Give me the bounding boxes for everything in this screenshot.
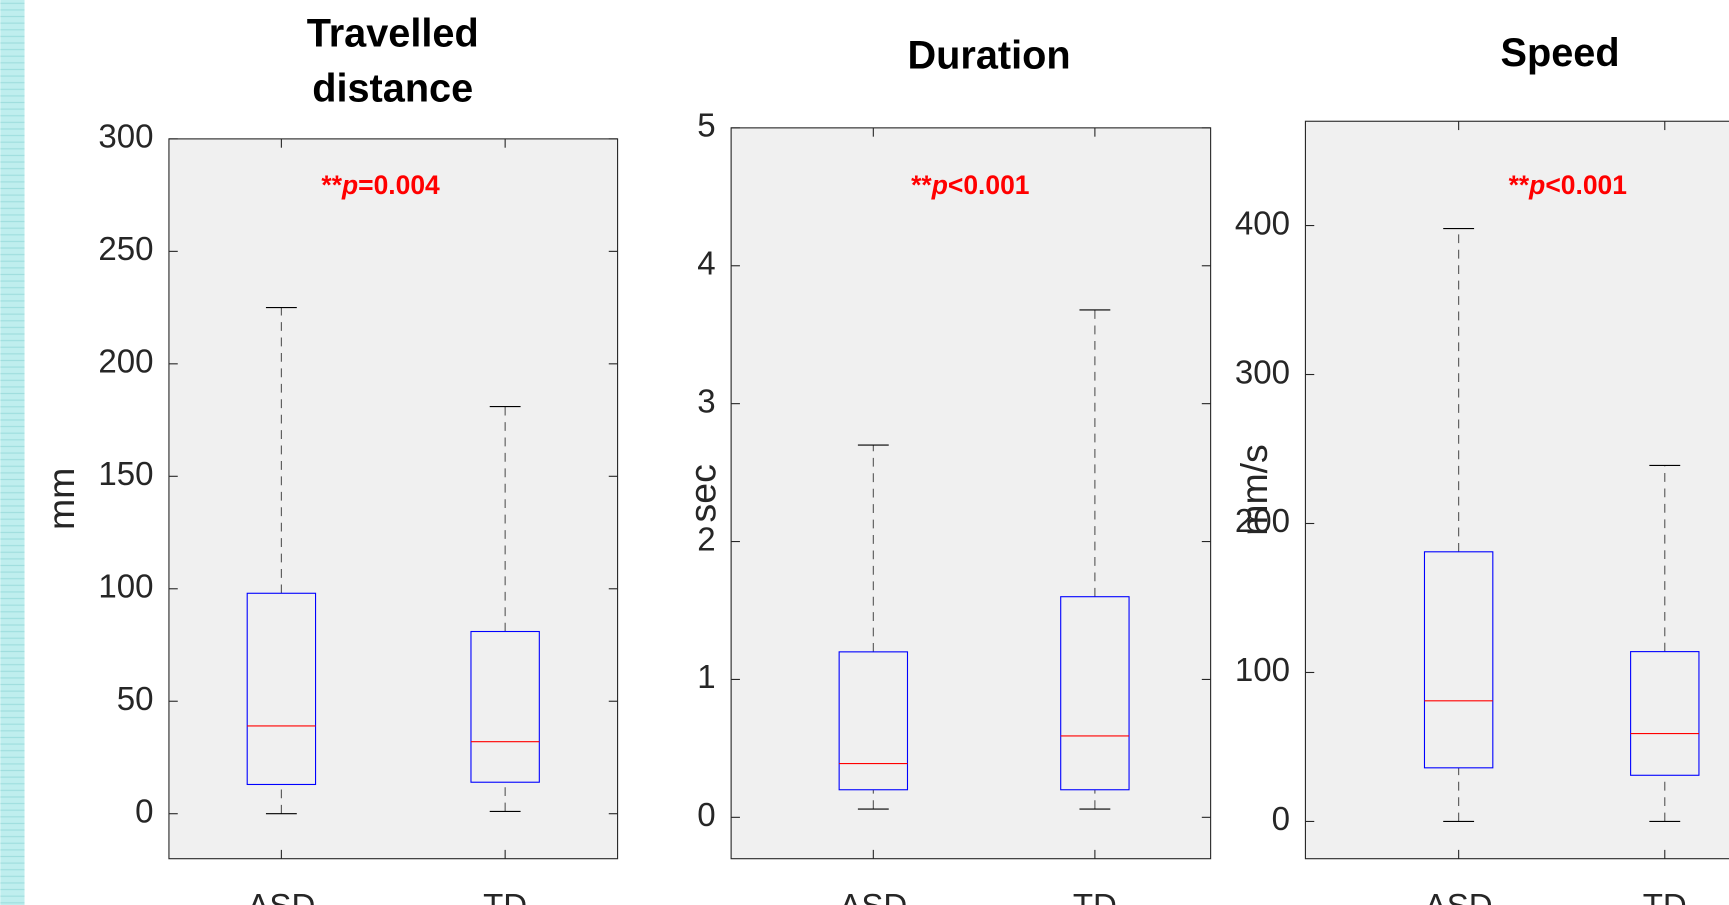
box <box>838 651 909 791</box>
chart-title: distance <box>312 66 473 110</box>
box <box>1630 651 1700 776</box>
plot-area <box>168 138 619 860</box>
chart-title: Travelled <box>307 11 479 55</box>
annotation-part: ** <box>1509 170 1530 200</box>
box <box>1423 551 1494 769</box>
annotation: **p<0.001 <box>911 170 1029 200</box>
y-axis-label: mm/s <box>1233 444 1275 536</box>
x-tick-label: TD <box>1643 888 1687 905</box>
annotation-part: ** <box>911 170 932 200</box>
annotation: **p=0.004 <box>321 170 440 200</box>
box <box>246 592 317 786</box>
y-tick-label: 0 <box>135 793 153 830</box>
annotation-part: <0.001 <box>1545 170 1627 200</box>
y-tick-label: 4 <box>697 245 715 282</box>
annotation-part: =0.004 <box>358 170 440 200</box>
annotation: **p<0.001 <box>1509 170 1627 200</box>
y-tick-label: 100 <box>1235 652 1290 689</box>
annotation-part: <0.001 <box>948 170 1030 200</box>
x-tick-label: ASD <box>1425 888 1493 905</box>
annotation-part: p <box>1528 170 1545 200</box>
y-tick-label: 200 <box>1235 503 1290 540</box>
y-tick-label: 300 <box>1235 354 1290 391</box>
plot-area <box>1304 120 1729 860</box>
x-tick-label: ASD <box>247 888 315 905</box>
y-tick-label: 300 <box>98 119 153 156</box>
annotation-part: p <box>341 170 358 200</box>
y-tick-label: 400 <box>1235 205 1290 242</box>
side-strip <box>0 0 25 905</box>
y-axis-label: sec <box>682 464 724 522</box>
box <box>470 630 540 783</box>
y-tick-label: 50 <box>117 681 154 718</box>
y-tick-label: 100 <box>98 569 153 606</box>
y-axis-label: mm <box>40 468 82 530</box>
chart-title: Speed <box>1501 31 1620 75</box>
x-tick-label: TD <box>1073 888 1117 905</box>
y-tick-label: 0 <box>697 797 715 834</box>
box <box>1060 596 1130 791</box>
annotation-part: ** <box>321 170 342 200</box>
y-tick-label: 250 <box>98 231 153 268</box>
y-tick-label: 3 <box>697 383 715 420</box>
y-tick-label: 5 <box>697 108 715 145</box>
y-tick-label: 0 <box>1272 801 1290 838</box>
y-tick-label: 150 <box>98 456 153 493</box>
chart-title: Duration <box>908 33 1071 77</box>
annotation-part: p <box>931 170 948 200</box>
y-tick-label: 200 <box>98 344 153 381</box>
plot-area <box>730 127 1212 860</box>
y-tick-label: 1 <box>697 659 715 696</box>
y-tick-label: 2 <box>697 521 715 558</box>
x-tick-label: ASD <box>839 888 907 905</box>
x-tick-label: TD <box>483 888 527 905</box>
